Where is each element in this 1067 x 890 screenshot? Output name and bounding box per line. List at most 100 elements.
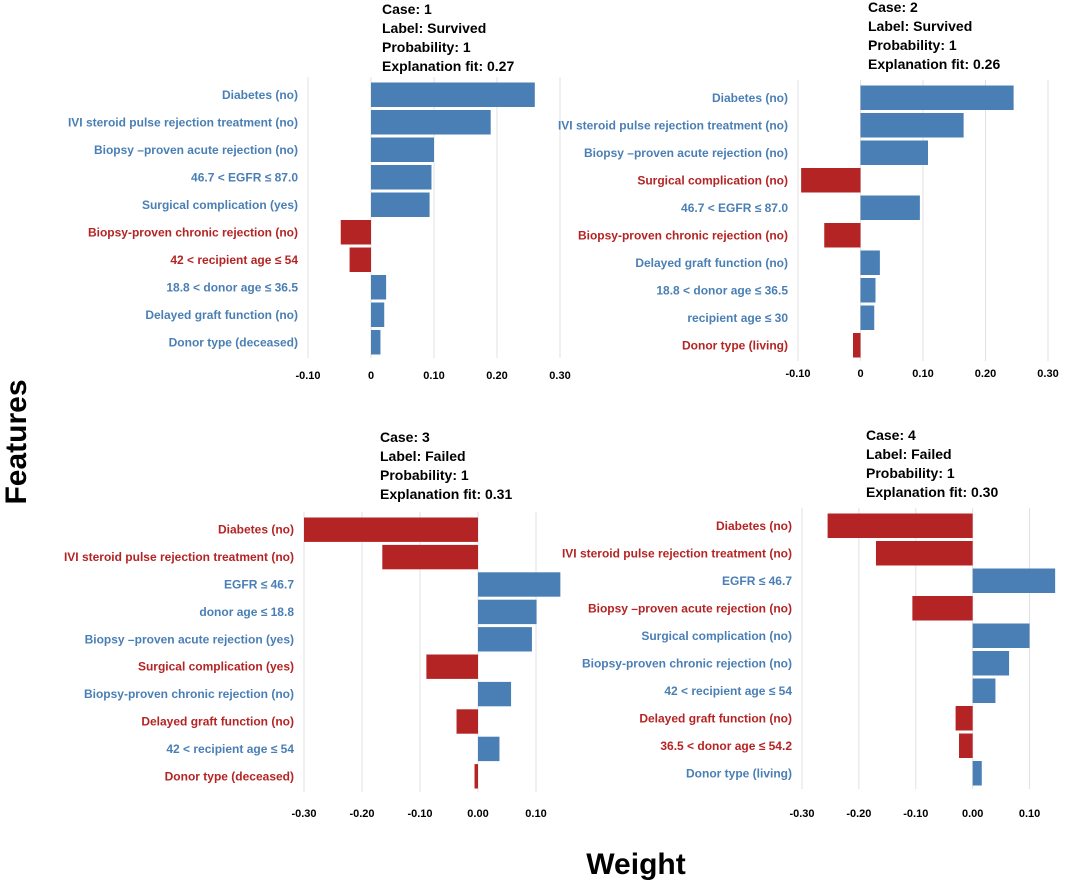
feature-label: donor age ≤ 18.8 [199, 605, 294, 619]
feature-label: 46.7 < EGFR ≤ 87.0 [681, 201, 788, 215]
feature-label: Surgical complication (yes) [138, 660, 294, 674]
feature-label: Biopsy-proven chronic rejection (no) [578, 228, 788, 242]
bar-negative [959, 733, 973, 758]
case-header-line: Label: Survived [868, 18, 972, 34]
feature-label: 42 < recipient age ≤ 54 [170, 253, 298, 267]
x-tick-label: 0 [368, 370, 374, 382]
feature-label: Biopsy –proven acute rejection (no) [584, 146, 788, 160]
bar-positive [860, 250, 880, 275]
feature-label: Biopsy-proven chronic rejection (no) [84, 687, 294, 701]
bar-positive [478, 681, 512, 707]
feature-label: Donor type (living) [686, 766, 792, 780]
case-header-line: Probability: 1 [866, 465, 955, 481]
bar-negative [474, 764, 478, 789]
bar-negative [827, 513, 973, 538]
case-header-line: Probability: 1 [382, 39, 471, 55]
chart-panel-case-2: Case: 2 Label: Survived Probability: 1 Expl… [558, 0, 1059, 380]
feature-label: Delayed graft function (no) [635, 256, 788, 270]
feature-label: IVI steroid pulse rejection treatment (n… [68, 115, 298, 129]
case-header-line: Label: Failed [866, 446, 952, 462]
bar-positive [972, 651, 1010, 676]
bar-positive [478, 736, 500, 762]
bar-negative [912, 596, 973, 621]
feature-label: Surgical complication (no) [641, 629, 792, 643]
bar-positive [972, 623, 1030, 648]
feature-label: Biopsy-proven chronic rejection (no) [582, 656, 792, 670]
bar-negative [426, 654, 478, 679]
chart-panel-case-3: Case: 3 Label: Failed Probability: 1 Explan… [64, 429, 561, 820]
case-header-line: Case: 4 [866, 427, 916, 443]
feature-label: Biopsy-proven chronic rejection (no) [88, 225, 298, 239]
feature-label: 18.8 < donor age ≤ 36.5 [656, 283, 788, 297]
feature-label: Biopsy –proven acute rejection (yes) [85, 632, 294, 646]
bar-negative [801, 168, 861, 193]
case-header-line: Probability: 1 [868, 37, 957, 53]
bar-positive [972, 761, 982, 786]
x-tick-label: 0.10 [1019, 808, 1040, 820]
case-header-line: Case: 1 [382, 1, 432, 17]
feature-label: Diabetes (no) [218, 523, 294, 537]
bar-positive [860, 195, 920, 220]
bar-positive [478, 599, 537, 625]
feature-label: 36.5 < donor age ≤ 54.2 [660, 739, 792, 753]
feature-label: Biopsy –proven acute rejection (no) [94, 143, 298, 157]
case-header-line: Label: Survived [382, 20, 486, 36]
chart-panels: Case: 1 Label: Survived Probability: 1 Expl… [64, 0, 1059, 820]
feature-label: 46.7 < EGFR ≤ 87.0 [191, 170, 298, 184]
case-header-line: Explanation fit: 0.26 [868, 56, 1000, 72]
bar-negative [853, 333, 861, 358]
bar-positive [371, 137, 434, 162]
x-tick-label: 0.00 [962, 808, 983, 820]
feature-label: Donor type (deceased) [169, 335, 298, 349]
bar-positive [860, 113, 964, 138]
case-header-line: Case: 3 [380, 429, 430, 445]
feature-label: recipient age ≤ 30 [687, 311, 788, 325]
feature-label: IVI steroid pulse rejection treatment (n… [562, 546, 792, 560]
bar-negative [824, 223, 861, 248]
bar-negative [340, 220, 371, 245]
x-tick-label: 0.20 [975, 368, 996, 380]
bar-positive [371, 165, 432, 190]
feature-label: Surgical complication (yes) [142, 198, 298, 212]
case-header-line: Explanation fit: 0.27 [382, 58, 514, 74]
bar-positive [972, 678, 996, 703]
feature-label: Donor type (deceased) [165, 769, 294, 783]
x-tick-label: 0 [857, 368, 863, 380]
case-header-line: Probability: 1 [380, 467, 469, 483]
bar-positive [371, 330, 381, 355]
x-tick-label: -0.30 [789, 808, 814, 820]
bar-positive [371, 302, 385, 327]
bar-negative [304, 517, 478, 542]
y-axis-title: Features [0, 379, 33, 504]
case-header-line: Case: 2 [868, 0, 918, 15]
feature-label: Delayed graft function (no) [141, 715, 294, 729]
chart-panel-case-1: Case: 1 Label: Survived Probability: 1 Expl… [68, 1, 571, 382]
feature-label: 18.8 < donor age ≤ 36.5 [166, 280, 298, 294]
feature-label: Diabetes (no) [716, 519, 792, 533]
bar-positive [371, 110, 491, 135]
feature-label: 42 < recipient age ≤ 54 [166, 742, 294, 756]
bar-negative [456, 709, 478, 734]
case-header-line: Label: Failed [380, 448, 466, 464]
feature-label: Delayed graft function (no) [639, 711, 792, 725]
bar-positive [860, 85, 1014, 110]
bar-positive [371, 82, 535, 107]
bar-negative [955, 706, 973, 731]
x-tick-label: -0.30 [291, 808, 316, 820]
x-tick-label: -0.20 [349, 808, 374, 820]
case-header-line: Explanation fit: 0.31 [380, 486, 512, 502]
bar-positive [478, 572, 561, 597]
feature-label: IVI steroid pulse rejection treatment (n… [64, 550, 294, 564]
x-tick-label: 0.20 [486, 370, 507, 382]
x-tick-label: 0.10 [423, 370, 444, 382]
feature-label: EGFR ≤ 46.7 [224, 578, 294, 592]
bar-positive [860, 305, 875, 330]
x-tick-label: -0.10 [407, 808, 432, 820]
bar-positive [860, 140, 928, 165]
chart-panel-case-4: Case: 4 Label: Failed Probability: 1 Explan… [562, 427, 1056, 820]
x-axis-title: Weight [586, 848, 685, 881]
feature-label: IVI steroid pulse rejection treatment (n… [558, 118, 788, 132]
bar-positive [371, 192, 430, 217]
x-tick-label: 0.00 [467, 808, 488, 820]
